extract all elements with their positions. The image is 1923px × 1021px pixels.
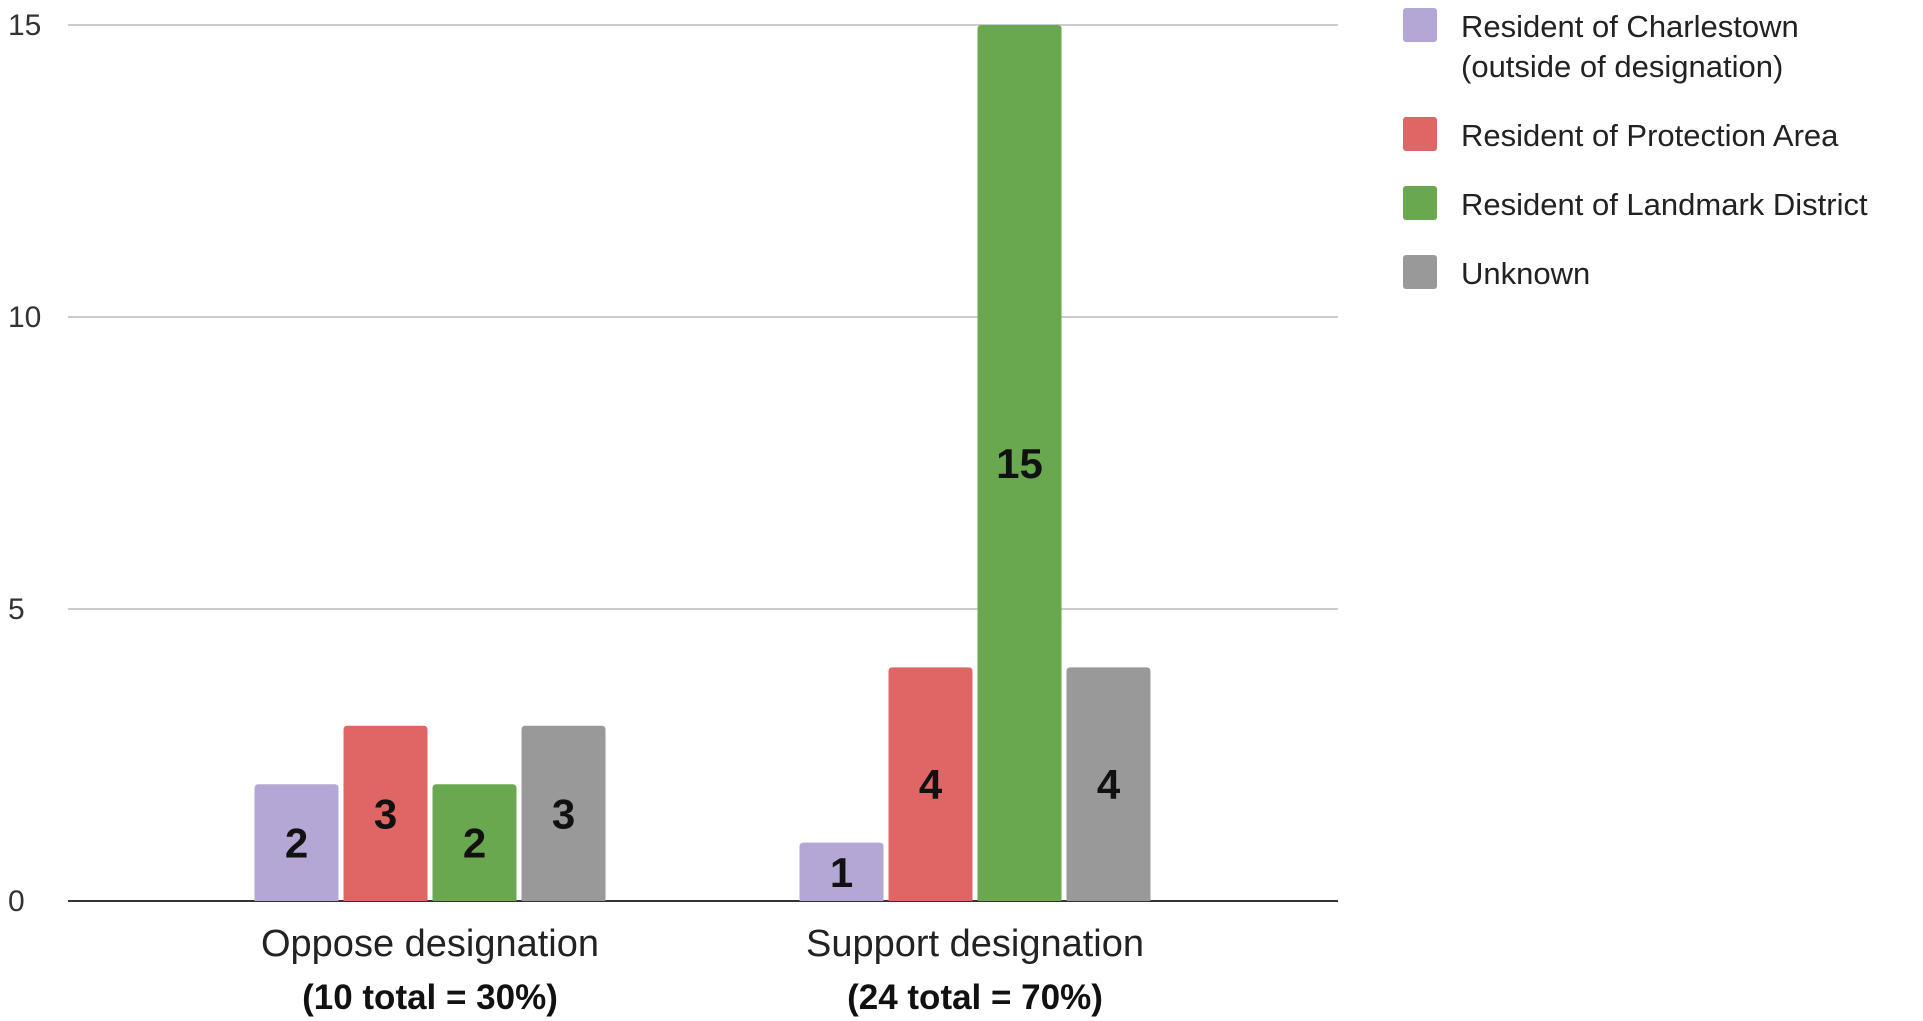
bar-value-label: 4 (1097, 761, 1121, 808)
legend-label: Resident of Charlestown (1461, 9, 1799, 44)
bar (343, 725, 428, 901)
bar-value-label: 15 (996, 440, 1043, 487)
bar-value-label: 3 (552, 790, 575, 837)
bars (254, 25, 1151, 901)
legend-label: (outside of designation) (1461, 49, 1783, 84)
legend-swatch (1403, 8, 1437, 42)
bar (521, 725, 606, 901)
bar (888, 667, 973, 901)
y-axis-tick-labels: 0 5 10 15 (8, 9, 41, 918)
bar (1066, 667, 1151, 901)
legend-swatch (1403, 117, 1437, 151)
legend-label: Resident of Landmark District (1461, 187, 1868, 222)
bar-value-label: 2 (285, 820, 308, 867)
bar-value-label: 3 (374, 790, 397, 837)
bar-value-labels: 2 3 2 3 1 4 15 4 (285, 440, 1121, 896)
bar-value-label: 2 (463, 820, 486, 867)
y-tick-label: 5 (8, 593, 25, 626)
y-tick-label: 0 (8, 885, 25, 918)
x-category-sublabel: (24 total = 70%) (847, 978, 1103, 1017)
legend-swatch (1403, 255, 1437, 289)
x-category-label: Oppose designation (261, 923, 599, 965)
bar (432, 784, 517, 901)
bar-value-label: 1 (830, 849, 853, 896)
y-tick-label: 15 (8, 9, 41, 42)
bar (799, 842, 884, 901)
legend-label: Resident of Protection Area (1461, 118, 1839, 153)
x-category-sublabel: (10 total = 30%) (302, 978, 558, 1017)
bar-value-label: 4 (919, 761, 943, 808)
legend: Resident of Charlestown (outside of desig… (1403, 8, 1868, 291)
y-tick-label: 10 (8, 301, 41, 334)
legend-label: Unknown (1461, 256, 1590, 291)
x-axis-category-labels: Oppose designation (10 total = 30%) Suppor… (261, 923, 1144, 1017)
x-category-label: Support designation (806, 923, 1144, 965)
legend-swatch (1403, 186, 1437, 220)
bar (977, 25, 1062, 901)
bar (254, 784, 339, 901)
